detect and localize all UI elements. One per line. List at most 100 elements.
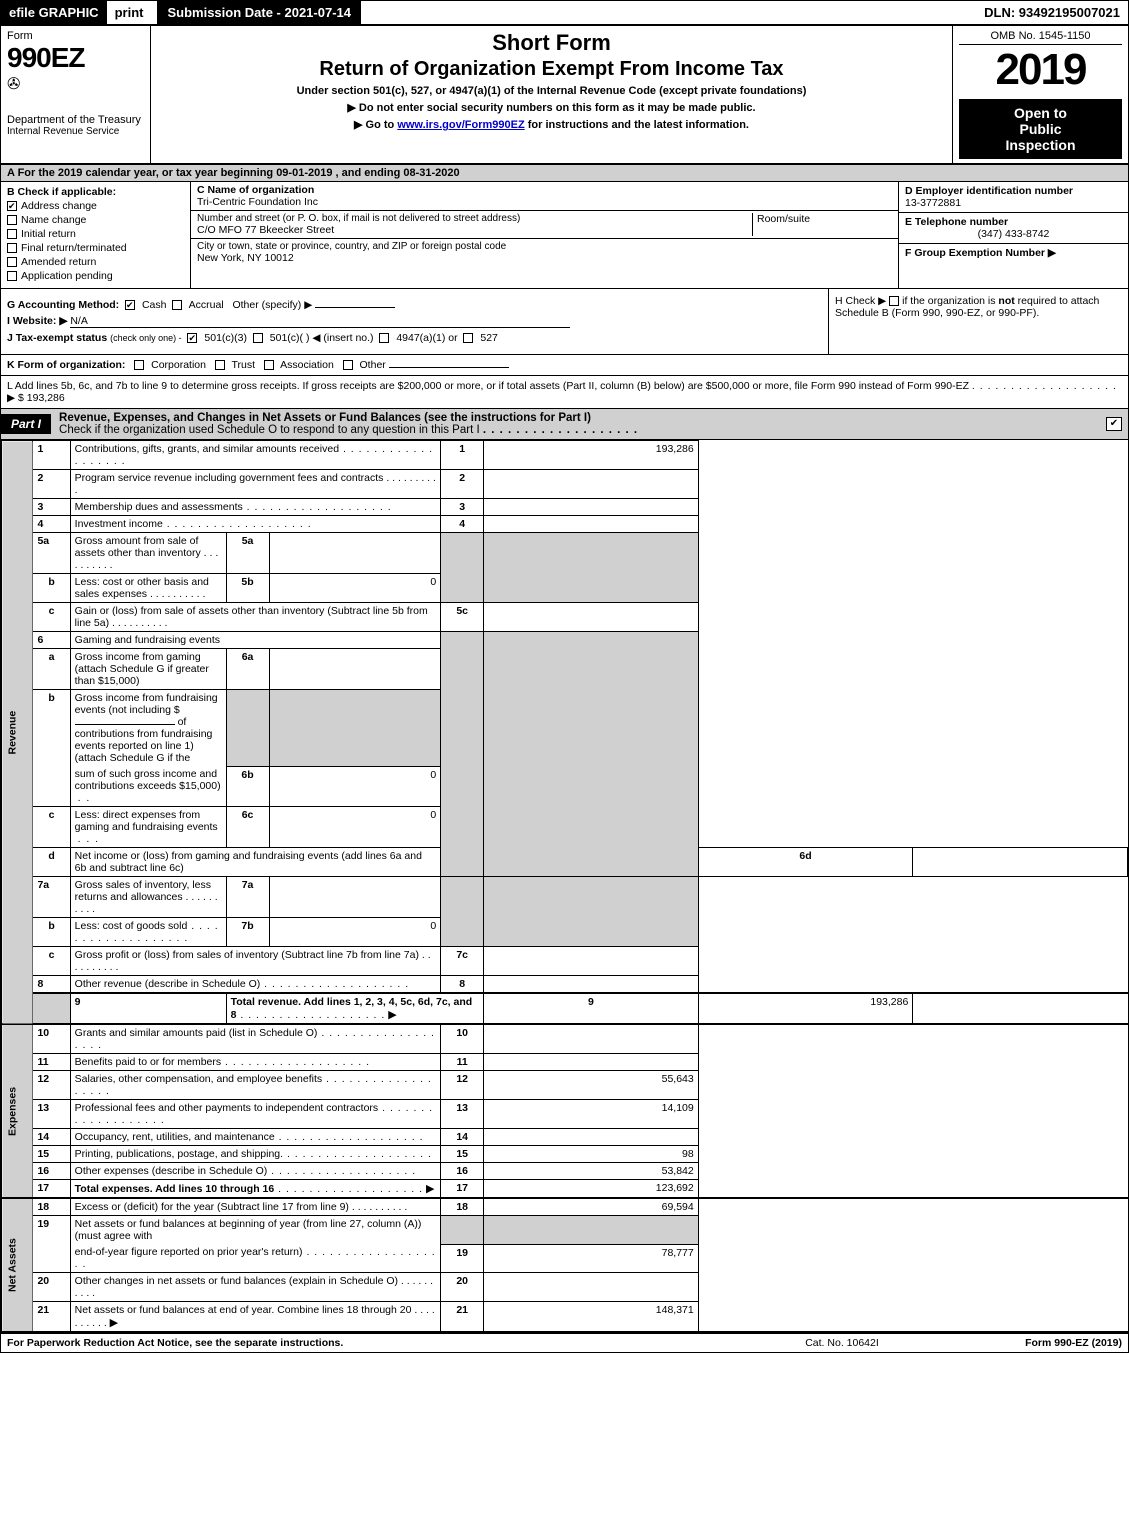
city-label: City or town, state or province, country… bbox=[197, 241, 892, 252]
header-mid: Short Form Return of Organization Exempt… bbox=[151, 26, 953, 163]
part-1-header: Part I Revenue, Expenses, and Changes in… bbox=[1, 409, 1128, 440]
line-a-tax-year: A For the 2019 calendar year, or tax yea… bbox=[1, 164, 1128, 182]
line-num: 6 bbox=[33, 632, 70, 649]
line-desc: Other changes in net assets or fund bala… bbox=[75, 1275, 398, 1287]
cb-name-change[interactable]: Name change bbox=[7, 214, 184, 226]
efile-button[interactable]: efile GRAPHIC bbox=[1, 1, 107, 24]
line-amount bbox=[484, 499, 699, 516]
part-1-title: Revenue, Expenses, and Changes in Net As… bbox=[51, 409, 1106, 439]
box-def: D Employer identification number 13-3772… bbox=[898, 182, 1128, 288]
form-ref: Form 990-EZ (2019) bbox=[922, 1337, 1122, 1349]
line-desc: Professional fees and other payments to … bbox=[75, 1102, 379, 1114]
street-label: Number and street (or P. O. box, if mail… bbox=[197, 213, 752, 224]
line-desc: Grants and similar amounts paid (list in… bbox=[75, 1027, 318, 1039]
checkbox-icon bbox=[7, 243, 17, 253]
table-row: 2 Program service revenue including gove… bbox=[2, 470, 1128, 499]
line-num: 21 bbox=[33, 1302, 70, 1333]
line-desc: Gross income from gaming (attach Schedul… bbox=[70, 649, 226, 690]
shade-cell bbox=[441, 1216, 484, 1245]
line-amount: 98 bbox=[484, 1146, 699, 1163]
cb-501c3[interactable] bbox=[187, 333, 197, 343]
header-left: Form 990EZ ✇ Department of the Treasury … bbox=[1, 26, 151, 163]
paperwork-notice: For Paperwork Reduction Act Notice, see … bbox=[7, 1337, 762, 1349]
line-desc: Membership dues and assessments bbox=[75, 501, 243, 513]
box-c: C Name of organization Tri-Centric Found… bbox=[191, 182, 898, 288]
cb-amended-return[interactable]: Amended return bbox=[7, 256, 184, 268]
cb-corporation[interactable] bbox=[134, 360, 144, 370]
table-row: 3 Membership dues and assessments 3 bbox=[2, 499, 1128, 516]
cb-4947[interactable] bbox=[379, 333, 389, 343]
opt-501c3: 501(c)(3) bbox=[204, 332, 247, 344]
cb-501c[interactable] bbox=[253, 333, 263, 343]
line-desc: Other expenses (describe in Schedule O) bbox=[75, 1165, 268, 1177]
cb-initial-return[interactable]: Initial return bbox=[7, 228, 184, 240]
line-ref: 5c bbox=[441, 603, 484, 632]
line-num: 7a bbox=[33, 877, 70, 918]
line-amount: 14,109 bbox=[484, 1100, 699, 1129]
line-desc-3: sum of such gross income and contributio… bbox=[75, 768, 221, 792]
part-1-checkbox[interactable]: ✔ bbox=[1106, 417, 1122, 431]
dots bbox=[972, 380, 1117, 392]
irs-link[interactable]: www.irs.gov/Form990EZ bbox=[397, 119, 524, 131]
part-1-subtitle: Check if the organization used Schedule … bbox=[59, 424, 480, 436]
line-num: c bbox=[33, 947, 70, 976]
table-row: 19 Net assets or fund balances at beginn… bbox=[2, 1216, 1128, 1245]
line-num: 8 bbox=[33, 976, 70, 994]
line-desc: Program service revenue including govern… bbox=[75, 472, 384, 484]
line-desc: Printing, publications, postage, and shi… bbox=[75, 1148, 283, 1160]
open-inspection-box: Open to Public Inspection bbox=[959, 99, 1122, 159]
subline-amount: 0 bbox=[269, 574, 441, 603]
dln-label: DLN: 93492195007021 bbox=[976, 1, 1128, 24]
line-ref: 15 bbox=[441, 1146, 484, 1163]
line-desc: Gaming and fundraising events bbox=[70, 632, 441, 649]
table-row: 21 Net assets or fund balances at end of… bbox=[2, 1302, 1128, 1333]
opt-527: 527 bbox=[480, 332, 498, 344]
line-h: H Check ▶ if the organization is not req… bbox=[828, 289, 1128, 354]
cb-label: Initial return bbox=[21, 228, 76, 240]
cb-cash[interactable] bbox=[125, 300, 135, 310]
cb-application-pending[interactable]: Application pending bbox=[7, 270, 184, 282]
open-line2: Public bbox=[963, 121, 1118, 137]
cb-association[interactable] bbox=[264, 360, 274, 370]
other-input[interactable] bbox=[315, 307, 395, 308]
shade-cell bbox=[226, 690, 269, 767]
cb-trust[interactable] bbox=[215, 360, 225, 370]
line-desc: Other revenue (describe in Schedule O) bbox=[75, 978, 261, 990]
line-amount: 123,692 bbox=[484, 1180, 699, 1199]
line-ref: 9 bbox=[484, 993, 699, 1024]
table-row: 13 Professional fees and other payments … bbox=[2, 1100, 1128, 1129]
cb-527[interactable] bbox=[463, 333, 473, 343]
cat-number: Cat. No. 10642I bbox=[762, 1337, 922, 1349]
table-row: 8 Other revenue (describe in Schedule O)… bbox=[2, 976, 1128, 994]
cb-accrual[interactable] bbox=[172, 300, 182, 310]
cb-other-org[interactable] bbox=[343, 360, 353, 370]
expenses-side-label: Expenses bbox=[2, 1024, 33, 1198]
line-amount: 69,594 bbox=[484, 1198, 699, 1216]
line-ref: 8 bbox=[441, 976, 484, 994]
table-row: c Gain or (loss) from sale of assets oth… bbox=[2, 603, 1128, 632]
line-amount bbox=[484, 603, 699, 632]
contrib-input[interactable] bbox=[75, 724, 175, 725]
other-label: Other (specify) ▶ bbox=[232, 299, 312, 311]
cb-address-change[interactable]: Address change bbox=[7, 200, 184, 212]
cash-label: Cash bbox=[142, 299, 167, 311]
checkbox-icon bbox=[7, 257, 17, 267]
line-desc: Benefits paid to or for members bbox=[75, 1056, 221, 1068]
accrual-label: Accrual bbox=[189, 299, 224, 311]
line-num: 1 bbox=[33, 441, 70, 470]
subline-amount: 0 bbox=[269, 918, 441, 947]
line-num: c bbox=[33, 603, 70, 632]
other-org-input[interactable] bbox=[389, 367, 509, 368]
cb-label: Application pending bbox=[21, 270, 113, 282]
return-title: Return of Organization Exempt From Incom… bbox=[157, 58, 946, 81]
cb-final-return[interactable]: Final return/terminated bbox=[7, 242, 184, 254]
checkbox-icon bbox=[7, 215, 17, 225]
line-ref: 20 bbox=[441, 1273, 484, 1302]
cb-schedule-b[interactable] bbox=[889, 296, 899, 306]
table-row: Net Assets 18 Excess or (deficit) for th… bbox=[2, 1198, 1128, 1216]
form-word: Form bbox=[7, 30, 144, 42]
line-num: c bbox=[33, 807, 70, 848]
form-container: efile GRAPHIC print Submission Date - 20… bbox=[0, 0, 1129, 1353]
print-button[interactable]: print bbox=[107, 1, 152, 24]
line-ref: 7c bbox=[441, 947, 484, 976]
